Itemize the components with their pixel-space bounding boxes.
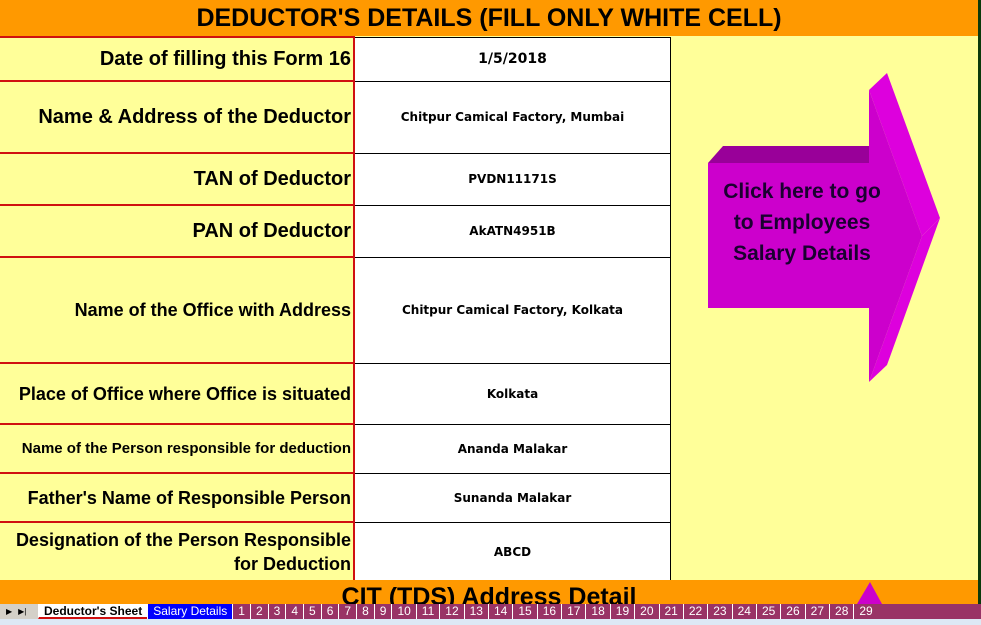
arrow-head-upper-bevel [869,73,940,236]
tab-sheet-22[interactable]: 22 [682,604,707,619]
tab-sheet-15[interactable]: 15 [512,604,536,619]
go-to-salary-arrow-button[interactable] [700,70,945,385]
table-row: Name of the Person responsible for deduc… [0,423,671,474]
row-label: TAN of Deductor [0,152,355,206]
next-tab-icon[interactable]: ▶ [6,607,13,616]
table-row: TAN of Deductor PVDN11171S [0,152,671,206]
tan-cell[interactable]: PVDN11171S [353,152,671,206]
tab-sheet-10[interactable]: 10 [391,604,415,619]
father-name-cell[interactable]: Sunanda Malakar [353,472,671,523]
tab-sheet-5[interactable]: 5 [303,604,321,619]
tab-sheet-17[interactable]: 17 [561,604,585,619]
last-tab-icon[interactable]: ▶| [18,607,27,616]
tab-sheet-13[interactable]: 13 [463,604,488,619]
tab-sheet-6[interactable]: 6 [320,604,339,619]
tab-sheet-25[interactable]: 25 [755,604,780,619]
tab-sheet-12[interactable]: 12 [439,604,463,619]
tab-sheet-8[interactable]: 8 [356,604,374,619]
cit-address-header: CIT (TDS) Address Detail [0,580,978,604]
date-cell[interactable]: 1/5/2018 [353,36,671,82]
pan-cell[interactable]: AkATN4951B [353,204,671,258]
table-row: Father's Name of Responsible Person Sunan… [0,472,671,523]
designation-cell[interactable]: ABCD [353,521,671,582]
window-edge [978,0,981,604]
deductor-details-table: Date of filling this Form 16 1/5/2018 Nam… [0,36,671,582]
tab-sheet-29[interactable]: 29 [853,604,877,619]
responsible-person-cell[interactable]: Ananda Malakar [353,423,671,474]
tab-sheet-18[interactable]: 18 [585,604,609,619]
row-label: Designation of the Person Responsible fo… [0,521,355,582]
tab-sheet-1[interactable]: 1 [232,604,250,619]
tab-sheet-11[interactable]: 11 [415,604,439,619]
row-label: Father's Name of Responsible Person [0,472,355,523]
tab-sheet-23[interactable]: 23 [707,604,731,619]
table-row: Place of Office where Office is situated… [0,362,671,425]
deductor-name-cell[interactable]: Chitpur Camical Factory, Mumbai [353,80,671,154]
arrow-body [708,90,922,382]
tab-sheet-4[interactable]: 4 [285,604,303,619]
arrow-head-lower-bevel [869,218,940,382]
tab-sheet-27[interactable]: 27 [804,604,829,619]
tab-sheet-9[interactable]: 9 [373,604,392,619]
row-label: Name of the Office with Address [0,256,355,364]
tab-sheet-7[interactable]: 7 [338,604,356,619]
tab-sheet-24[interactable]: 24 [731,604,756,619]
table-row: Name of the Office with Address Chitpur C… [0,256,671,364]
row-label: PAN of Deductor [0,204,355,258]
table-row: Name & Address of the Deductor Chitpur Ca… [0,80,671,154]
horizontal-scroll-area[interactable] [0,619,981,625]
row-label: Name & Address of the Deductor [0,80,355,154]
office-address-cell[interactable]: Chitpur Camical Factory, Kolkata [353,256,671,364]
office-place-cell[interactable]: Kolkata [353,362,671,425]
row-label: Date of filling this Form 16 [0,36,355,82]
tab-sheet-2[interactable]: 2 [249,604,268,619]
tab-sheet-16[interactable]: 16 [536,604,561,619]
sheet-header: DEDUCTOR'S DETAILS (FILL ONLY WHITE CELL… [0,0,978,36]
numbered-tabs: 1 2 3 4 5 6 7 8 9 10 11 12 13 14 15 16 17 18 19 20 21 22 23 24 2… [232,604,877,619]
tab-sheet-28[interactable]: 28 [829,604,853,619]
tab-salary-details[interactable]: Salary Details [147,604,233,619]
row-label: Place of Office where Office is situated [0,362,355,425]
tab-sheet-19[interactable]: 19 [609,604,634,619]
row-label: Name of the Person responsible for deduc… [0,423,355,474]
table-row: Date of filling this Form 16 1/5/2018 [0,36,671,82]
small-arrow-shape[interactable] [852,582,882,604]
tab-sheet-26[interactable]: 26 [780,604,804,619]
table-row: Designation of the Person Responsible fo… [0,521,671,582]
tab-sheet-3[interactable]: 3 [267,604,286,619]
tab-sheet-21[interactable]: 21 [658,604,683,619]
tab-scroll-buttons: ▶ ▶| [0,604,38,619]
tab-deductors-sheet[interactable]: Deductor's Sheet [38,604,148,619]
tab-sheet-20[interactable]: 20 [634,604,658,619]
tab-sheet-14[interactable]: 14 [487,604,512,619]
table-row: PAN of Deductor AkATN4951B [0,204,671,258]
arrow-top-bevel [708,146,869,163]
